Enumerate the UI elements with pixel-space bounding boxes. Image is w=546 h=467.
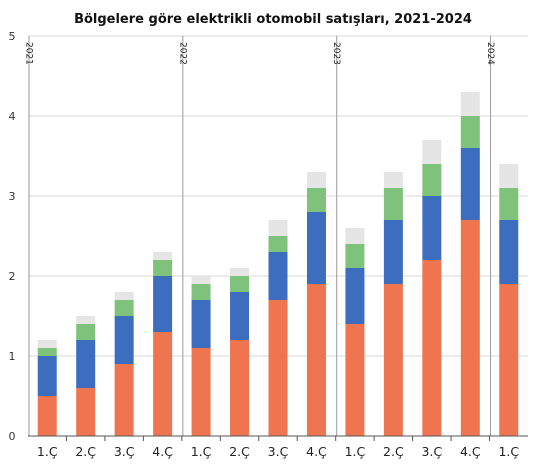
bar-segment	[345, 268, 365, 324]
bar-segment	[499, 220, 519, 284]
bar-segment	[422, 260, 442, 436]
bar-segment	[383, 284, 403, 436]
bar-segment	[191, 300, 211, 348]
bar-segment	[191, 348, 211, 436]
bar-segment	[460, 220, 480, 436]
bar-segment	[153, 276, 173, 332]
year-label: 2024	[485, 42, 495, 65]
y-tick-label: 4	[9, 110, 16, 123]
year-separators	[28, 36, 492, 436]
x-tick-label: 2.Ç	[383, 444, 404, 459]
y-tick-label: 2	[9, 270, 16, 283]
bar-segment	[422, 164, 442, 196]
bar-segment	[345, 244, 365, 268]
bar-segment	[306, 284, 326, 436]
bar-segment	[76, 324, 96, 340]
gridlines	[28, 35, 528, 357]
bar-segment	[153, 260, 173, 276]
x-tick-label: 2.Ç	[229, 444, 250, 459]
bar-segment	[268, 300, 288, 436]
bar-segment	[114, 292, 134, 300]
x-axis-ticks: 1.Ç 2.Ç 3.Ç 4.Ç 1.Ç 2.Ç 3.Ç 4.Ç 1.Ç 2.Ç 3.Ç 4.Ç 1.Ç	[37, 436, 519, 459]
y-axis-ticks: 0 1 2 3 4 5	[9, 30, 16, 443]
bar-segment	[76, 316, 96, 324]
y-tick-label: 1	[9, 350, 16, 363]
bar-segment	[460, 148, 480, 220]
bar-segment	[153, 252, 173, 260]
year-labels: 2021 2022 2023 2024	[23, 42, 495, 65]
y-tick-label: 3	[9, 190, 16, 203]
bar-segment	[499, 284, 519, 436]
x-tick-label: 1.Ç	[37, 444, 58, 459]
bar-segment	[268, 220, 288, 236]
y-tick-label: 5	[9, 30, 16, 43]
y-tick-label: 0	[9, 430, 16, 443]
bar-segment	[499, 188, 519, 220]
bar-segment	[345, 324, 365, 436]
x-tick-label: 1.Ç	[191, 444, 212, 459]
year-label: 2021	[23, 42, 33, 65]
bar-segment	[191, 284, 211, 300]
bar-segment	[460, 92, 480, 116]
chart-title: Bölgelere göre elektrikli otomobil satış…	[74, 12, 472, 27]
bar-segment	[383, 188, 403, 220]
bar-segment	[345, 228, 365, 244]
x-tick-label: 1.Ç	[498, 444, 519, 459]
bar-segment	[76, 388, 96, 436]
year-label: 2022	[177, 42, 187, 65]
bar-segment	[460, 116, 480, 148]
year-label: 2023	[331, 42, 341, 65]
x-tick-label: 4.Ç	[152, 444, 173, 459]
x-tick-label: 3.Ç	[114, 444, 135, 459]
bar-segment	[422, 196, 442, 260]
x-tick-label: 3.Ç	[268, 444, 289, 459]
bar-segment	[114, 316, 134, 364]
bar-segment	[230, 292, 250, 340]
bar-segment	[306, 212, 326, 284]
bar-segment	[191, 276, 211, 284]
bar-segment	[37, 356, 57, 396]
bar-segment	[37, 340, 57, 348]
bar-segment	[268, 236, 288, 252]
bar-segment	[383, 172, 403, 188]
x-tick-label: 3.Ç	[422, 444, 443, 459]
bar-segment	[230, 268, 250, 276]
bar-segment	[76, 340, 96, 388]
bar-segment	[230, 340, 250, 436]
x-tick-label: 2.Ç	[75, 444, 96, 459]
bar-segment	[114, 300, 134, 316]
bar-segment	[37, 396, 57, 436]
x-tick-label: 4.Ç	[306, 444, 327, 459]
bar-segment	[499, 164, 519, 188]
bar-segment	[114, 364, 134, 436]
bar-segment	[422, 140, 442, 164]
bar-segment	[306, 188, 326, 212]
bar-segment	[153, 332, 173, 436]
bar-segment	[268, 252, 288, 300]
x-tick-label: 4.Ç	[460, 444, 481, 459]
bars	[37, 92, 519, 436]
x-tick-label: 1.Ç	[345, 444, 366, 459]
bar-segment	[383, 220, 403, 284]
bar-segment	[37, 348, 57, 356]
bar-segment	[230, 276, 250, 292]
bar-segment	[306, 172, 326, 188]
